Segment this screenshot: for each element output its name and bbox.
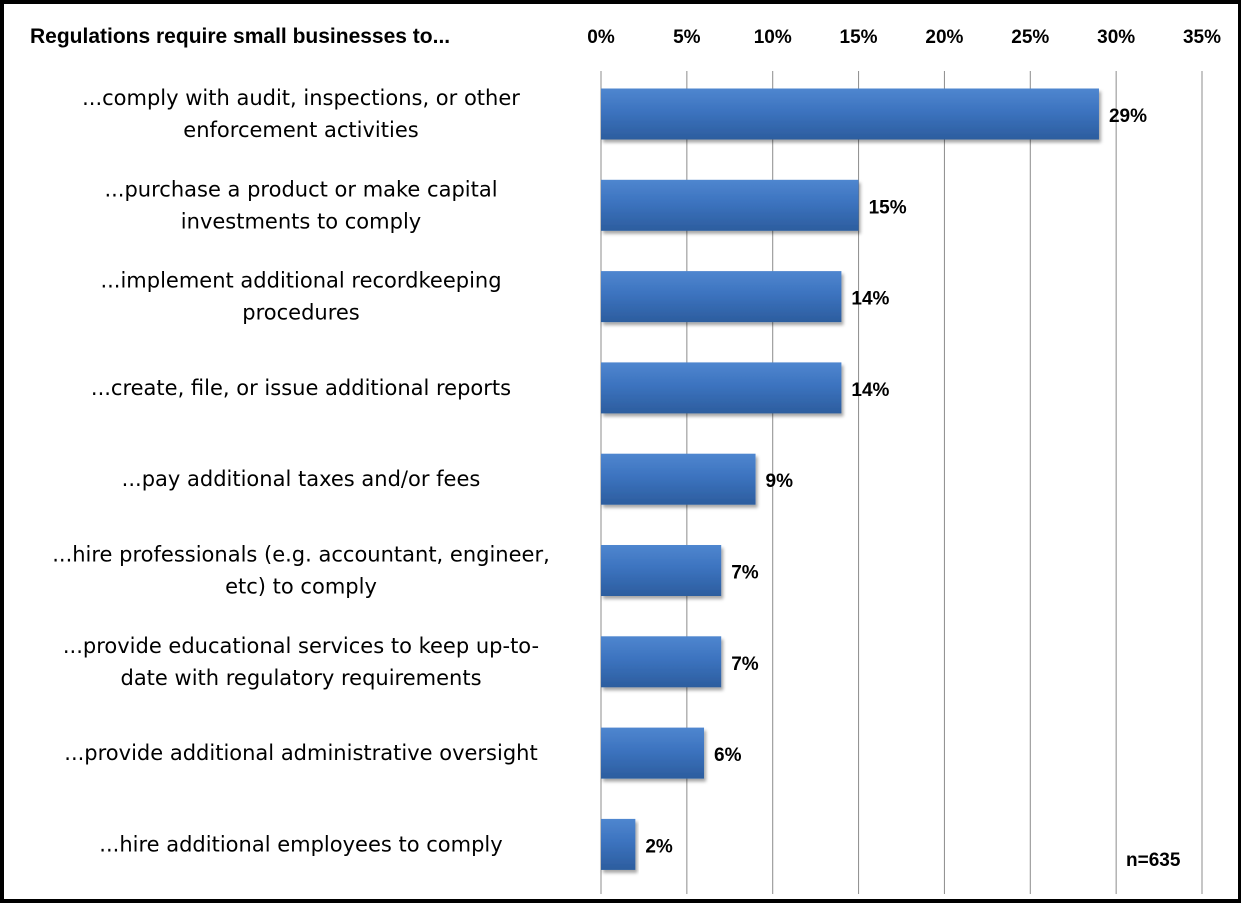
bar-value-label: 15% [869, 197, 907, 218]
bar-value-label: 6% [714, 745, 742, 766]
category-label-line: ...comply with audit, inspections, or ot… [82, 86, 520, 110]
chart-title: Regulations require small businesses to.… [30, 25, 450, 48]
bar [601, 545, 722, 596]
bar [601, 88, 1099, 140]
category-label: ...hire additional employees to comply [99, 832, 502, 856]
category-label-line: ...hire professionals (e.g. accountant, … [52, 543, 550, 567]
sample-size-note: n=635 [1126, 850, 1181, 871]
bar-value-label: 9% [766, 471, 794, 492]
category-label-line: date with regulatory requirements [120, 666, 481, 690]
category-label: ...pay additional taxes and/or fees [122, 467, 481, 491]
bar-value-label: 14% [851, 289, 889, 310]
x-tick-label: 10% [754, 27, 792, 48]
x-tick-label: 35% [1183, 27, 1221, 48]
x-tick-label: 5% [673, 27, 701, 48]
category-label: ...hire professionals (e.g. accountant, … [52, 543, 550, 599]
bar-value-label: 29% [1109, 106, 1147, 127]
category-label-line: ...hire additional employees to comply [99, 832, 502, 856]
category-label: ...comply with audit, inspections, or ot… [82, 86, 520, 142]
bar [601, 362, 842, 414]
bar-value-label: 2% [645, 836, 673, 857]
bar-chart: Regulations require small businesses to.… [30, 25, 1221, 894]
x-tick-label: 25% [1011, 27, 1049, 48]
x-tick-label: 30% [1097, 27, 1135, 48]
bar [601, 636, 722, 688]
bar [601, 818, 636, 870]
bar-value-label: 14% [851, 380, 889, 401]
category-label-line: investments to comply [181, 209, 421, 233]
bar-value-label: 7% [731, 654, 759, 675]
category-label: ...provide additional administrative ove… [64, 741, 537, 765]
bars [601, 88, 1099, 870]
category-label: ...purchase a product or make capital inv… [104, 177, 497, 233]
bar [601, 271, 842, 323]
x-tick-label: 20% [925, 27, 963, 48]
category-labels: ...comply with audit, inspections, or ot… [52, 86, 550, 856]
bar-value-label: 7% [731, 563, 759, 584]
x-axis-ticks: 0% 5% 10% 15% 20% 25% 30% 35% [587, 27, 1221, 48]
category-label-line: ...implement additional recordkeeping [100, 269, 501, 293]
category-label: ...implement additional recordkeeping pro… [100, 269, 501, 325]
category-label-line: etc) to comply [225, 575, 377, 599]
value-labels: 29% 15% 14% 14% 9% 7% 7% 6% 2% [645, 106, 1147, 857]
category-label-line: enforcement activities [183, 118, 418, 142]
category-label-line: ...provide additional administrative ove… [64, 741, 537, 765]
category-label-line: procedures [242, 301, 360, 325]
bar [601, 453, 756, 505]
category-label-line: ...pay additional taxes and/or fees [122, 467, 481, 491]
x-tick-label: 0% [587, 27, 615, 48]
category-label-line: ...purchase a product or make capital [104, 177, 497, 201]
category-label: ...provide educational services to keep … [63, 634, 539, 690]
category-label: ...create, file, or issue additional rep… [91, 376, 511, 400]
bar [601, 727, 705, 779]
x-tick-label: 15% [840, 27, 878, 48]
category-label-line: ...provide educational services to keep … [63, 634, 539, 658]
bar [601, 179, 859, 231]
category-label-line: ...create, file, or issue additional rep… [91, 376, 511, 400]
